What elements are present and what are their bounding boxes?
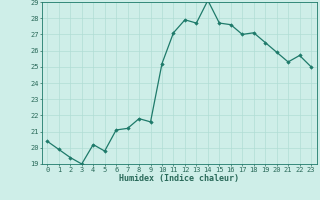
X-axis label: Humidex (Indice chaleur): Humidex (Indice chaleur) bbox=[119, 174, 239, 183]
